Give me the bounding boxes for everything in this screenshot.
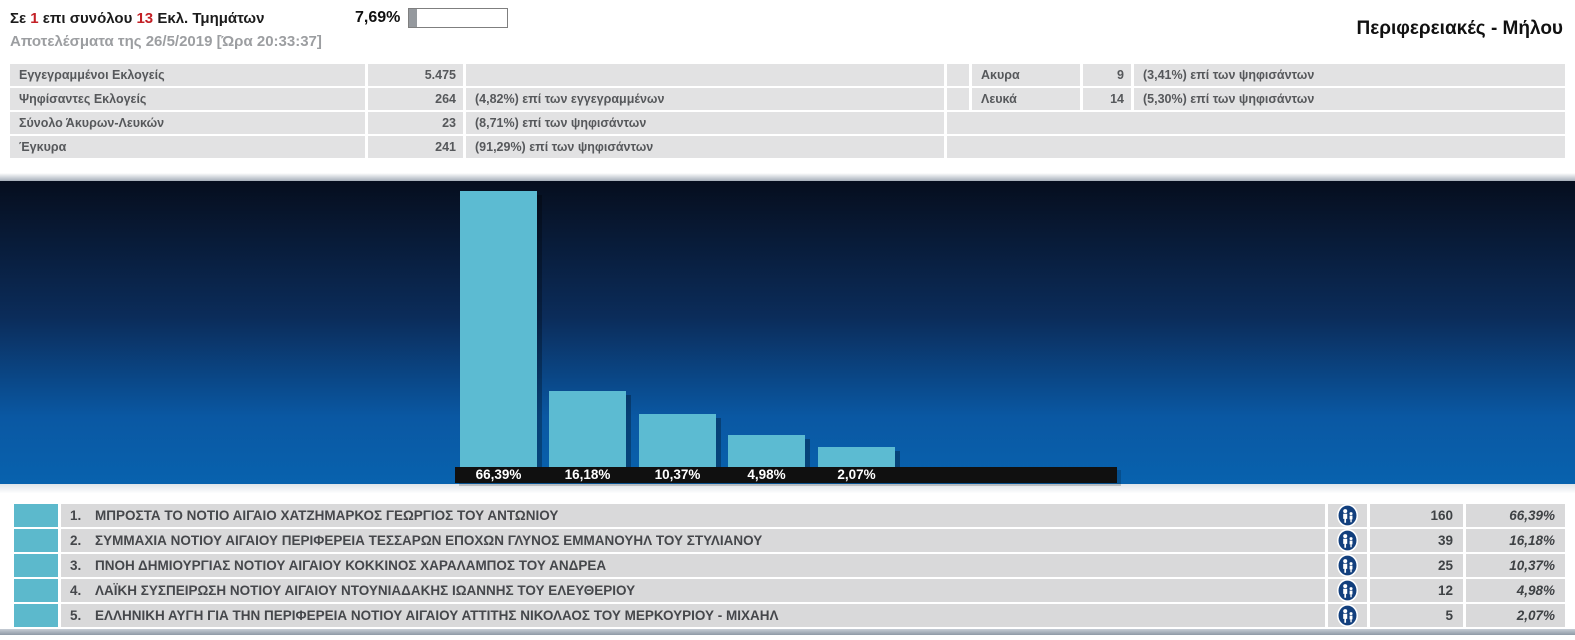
- summary-spacer: [947, 64, 969, 86]
- summary-label: Εγγεγραμμένοι Εκλογείς: [10, 64, 365, 86]
- results-timestamp: Αποτελέσματα της 26/5/2019 [Ώρα 20:33:37…: [10, 33, 322, 50]
- chart-label-strip: [455, 467, 1117, 483]
- chart-bar: [818, 447, 895, 467]
- party-name-cell: 3. ΠΝΟΗ ΔΗΜΙΟΥΡΓΙΑΣ ΝΟΤΙΟΥ ΑΙΓΑΙΟΥ ΚΟΚΚΙ…: [61, 554, 1325, 577]
- party-percent: 4,98%: [1466, 579, 1565, 602]
- party-percent: 10,37%: [1466, 554, 1565, 577]
- party-name-cell: 1. ΜΠΡΟΣΤΑ ΤΟ ΝΟΤΙΟ ΑΙΓΑΙΟ ΧΑΤΖΗΜΑΡΚΟΣ Γ…: [61, 504, 1325, 527]
- invalid-label: Ακυρα: [972, 64, 1080, 86]
- chart-bar-value-label: 4,98%: [747, 467, 786, 482]
- summary-value: 23: [368, 112, 463, 134]
- party-rank: 5.: [70, 608, 82, 623]
- summary-spacer: [947, 112, 1565, 134]
- invalid-value: 9: [1083, 64, 1131, 86]
- candidates-icon[interactable]: [1337, 604, 1358, 627]
- stations-progress-text: Σε 1 επι συνόλου 13 Εκλ. Τμημάτων: [10, 10, 355, 27]
- chart-bottom-bevel: [0, 484, 1575, 493]
- chart-bar: [728, 435, 805, 467]
- party-name-cell: 5. ΕΛΛΗΝΙΚΗ ΑΥΓΗ ΓΙΑ ΤΗΝ ΠΕΡΙΦΕΡΕΙΑ ΝΟΤΙ…: [61, 604, 1325, 627]
- candidates-results-table: 1. ΜΠΡΟΣΤΑ ΤΟ ΝΟΤΙΟ ΑΙΓΑΙΟ ΧΑΤΖΗΜΑΡΚΟΣ Γ…: [14, 504, 1565, 627]
- stations-total-count: 13: [136, 9, 154, 27]
- table-row: 2. ΣΥΜΜΑΧΙΑ ΝΟΤΙΟΥ ΑΙΓΑΙΟΥ ΠΕΡΙΦΕΡΕΙΑ ΤΕ…: [14, 529, 1565, 552]
- candidates-icon[interactable]: [1337, 504, 1358, 527]
- page-header: Σε 1 επι συνόλου 13 Εκλ. Τμημάτων 7,69% …: [0, 0, 1575, 50]
- summary-label: Ψηφίσαντες Εκλογείς: [10, 88, 365, 110]
- chart-top-bevel: [0, 173, 1575, 181]
- party-name: ΛΑΪΚΗ ΣΥΣΠΕΙΡΩΣΗ ΝΟΤΙΟΥ ΑΙΓΑΙΟΥ ΝΤΟΥΝΙΑΔ…: [95, 583, 636, 598]
- party-name-cell: 2. ΣΥΜΜΑΧΙΑ ΝΟΤΙΟΥ ΑΙΓΑΙΟΥ ΠΕΡΙΦΕΡΕΙΑ ΤΕ…: [61, 529, 1325, 552]
- stations-current-count: 1: [30, 9, 39, 27]
- summary-note: (8,71%) επί των ψηφισάντων: [466, 112, 944, 134]
- results-bar-chart: 66,39% 16,18% 10,37% 4,98% 2,07%: [0, 173, 1575, 493]
- summary-value: 241: [368, 136, 463, 158]
- summary-table: Εγγεγραμμένοι Εκλογείς 5.475 Ακυρα 9 (3,…: [10, 64, 1565, 158]
- progress-bar: [408, 8, 509, 28]
- party-color-swatch: [14, 579, 58, 602]
- party-percent: 66,39%: [1466, 504, 1565, 527]
- party-name: ΣΥΜΜΑΧΙΑ ΝΟΤΙΟΥ ΑΙΓΑΙΟΥ ΠΕΡΙΦΕΡΕΙΑ ΤΕΣΣΑ…: [95, 533, 763, 548]
- candidates-icon[interactable]: [1337, 529, 1358, 552]
- chart-plot-area: 66,39% 16,18% 10,37% 4,98% 2,07%: [0, 181, 1575, 484]
- candidates-icon-cell: [1328, 579, 1367, 602]
- party-name: ΕΛΛΗΝΙΚΗ ΑΥΓΗ ΓΙΑ ΤΗΝ ΠΕΡΙΦΕΡΕΙΑ ΝΟΤΙΟΥ …: [95, 608, 779, 623]
- party-percent: 2,07%: [1466, 604, 1565, 627]
- summary-value: 264: [368, 88, 463, 110]
- party-rank: 4.: [70, 583, 82, 598]
- table-row: 3. ΠΝΟΗ ΔΗΜΙΟΥΡΓΙΑΣ ΝΟΤΙΟΥ ΑΙΓΑΙΟΥ ΚΟΚΚΙ…: [14, 554, 1565, 577]
- chart-bar-value-label: 10,37%: [654, 467, 701, 482]
- summary-spacer: [947, 88, 969, 110]
- stations-suffix: Εκλ. Τμημάτων: [153, 9, 265, 27]
- candidates-icon-cell: [1328, 554, 1367, 577]
- chart-bar: [460, 191, 537, 467]
- party-name-cell: 4. ΛΑΪΚΗ ΣΥΣΠΕΙΡΩΣΗ ΝΟΤΙΟΥ ΑΙΓΑΙΟΥ ΝΤΟΥΝ…: [61, 579, 1325, 602]
- summary-note: (91,29%) επί των ψηφισάντων: [466, 136, 944, 158]
- region-title: Περιφερειακές - Μήλου: [1356, 18, 1563, 39]
- summary-value: 5.475: [368, 64, 463, 86]
- progress-percent-label: 7,69%: [355, 9, 401, 26]
- blank-label: Λευκά: [972, 88, 1080, 110]
- summary-spacer: [947, 136, 1565, 158]
- table-row: 5. ΕΛΛΗΝΙΚΗ ΑΥΓΗ ΓΙΑ ΤΗΝ ΠΕΡΙΦΕΡΕΙΑ ΝΟΤΙ…: [14, 604, 1565, 627]
- chart-bar-value-label: 2,07%: [837, 467, 876, 482]
- blank-value: 14: [1083, 88, 1131, 110]
- summary-label: Έγκυρα: [10, 136, 365, 158]
- candidates-icon-cell: [1328, 504, 1367, 527]
- stations-prefix: Σε: [10, 9, 31, 27]
- party-name: ΠΝΟΗ ΔΗΜΙΟΥΡΓΙΑΣ ΝΟΤΙΟΥ ΑΙΓΑΙΟΥ ΚΟΚΚΙΝΟΣ…: [95, 558, 607, 573]
- candidates-icon-cell: [1328, 529, 1367, 552]
- party-votes: 39: [1370, 529, 1463, 552]
- party-color-swatch: [14, 604, 58, 627]
- candidates-icon-cell: [1328, 604, 1367, 627]
- party-rank: 3.: [70, 558, 82, 573]
- party-votes: 5: [1370, 604, 1463, 627]
- summary-note: [466, 64, 944, 86]
- party-name: ΜΠΡΟΣΤΑ ΤΟ ΝΟΤΙΟ ΑΙΓΑΙΟ ΧΑΤΖΗΜΑΡΚΟΣ ΓΕΩΡ…: [95, 508, 559, 523]
- party-rank: 1.: [70, 508, 82, 523]
- party-color-swatch: [14, 529, 58, 552]
- bottom-divider: [0, 629, 1575, 635]
- table-row: 1. ΜΠΡΟΣΤΑ ΤΟ ΝΟΤΙΟ ΑΙΓΑΙΟ ΧΑΤΖΗΜΑΡΚΟΣ Γ…: [14, 504, 1565, 527]
- party-color-swatch: [14, 504, 58, 527]
- party-votes: 12: [1370, 579, 1463, 602]
- summary-label: Σύνολο Άκυρων-Λευκών: [10, 112, 365, 134]
- stations-mid: επι συνόλου: [38, 9, 137, 27]
- party-rank: 2.: [70, 533, 82, 548]
- chart-bar-value-label: 16,18%: [564, 467, 611, 482]
- summary-note: (4,82%) επί των εγγεγραμμένων: [466, 88, 944, 110]
- blank-note: (5,30%) επί των ψηφισάντων: [1134, 88, 1565, 110]
- table-row: 4. ΛΑΪΚΗ ΣΥΣΠΕΙΡΩΣΗ ΝΟΤΙΟΥ ΑΙΓΑΙΟΥ ΝΤΟΥΝ…: [14, 579, 1565, 602]
- candidates-icon[interactable]: [1337, 579, 1358, 602]
- party-color-swatch: [14, 554, 58, 577]
- party-votes: 160: [1370, 504, 1463, 527]
- invalid-note: (3,41%) επί των ψηφισάντων: [1134, 64, 1565, 86]
- party-votes: 25: [1370, 554, 1463, 577]
- chart-bar-value-label: 66,39%: [475, 467, 522, 482]
- header-left: Σε 1 επι συνόλου 13 Εκλ. Τμημάτων 7,69% …: [10, 8, 509, 50]
- chart-bar: [639, 414, 716, 467]
- party-percent: 16,18%: [1466, 529, 1565, 552]
- chart-bar: [549, 391, 626, 467]
- progress-fill: [409, 9, 417, 27]
- candidates-icon[interactable]: [1337, 554, 1358, 577]
